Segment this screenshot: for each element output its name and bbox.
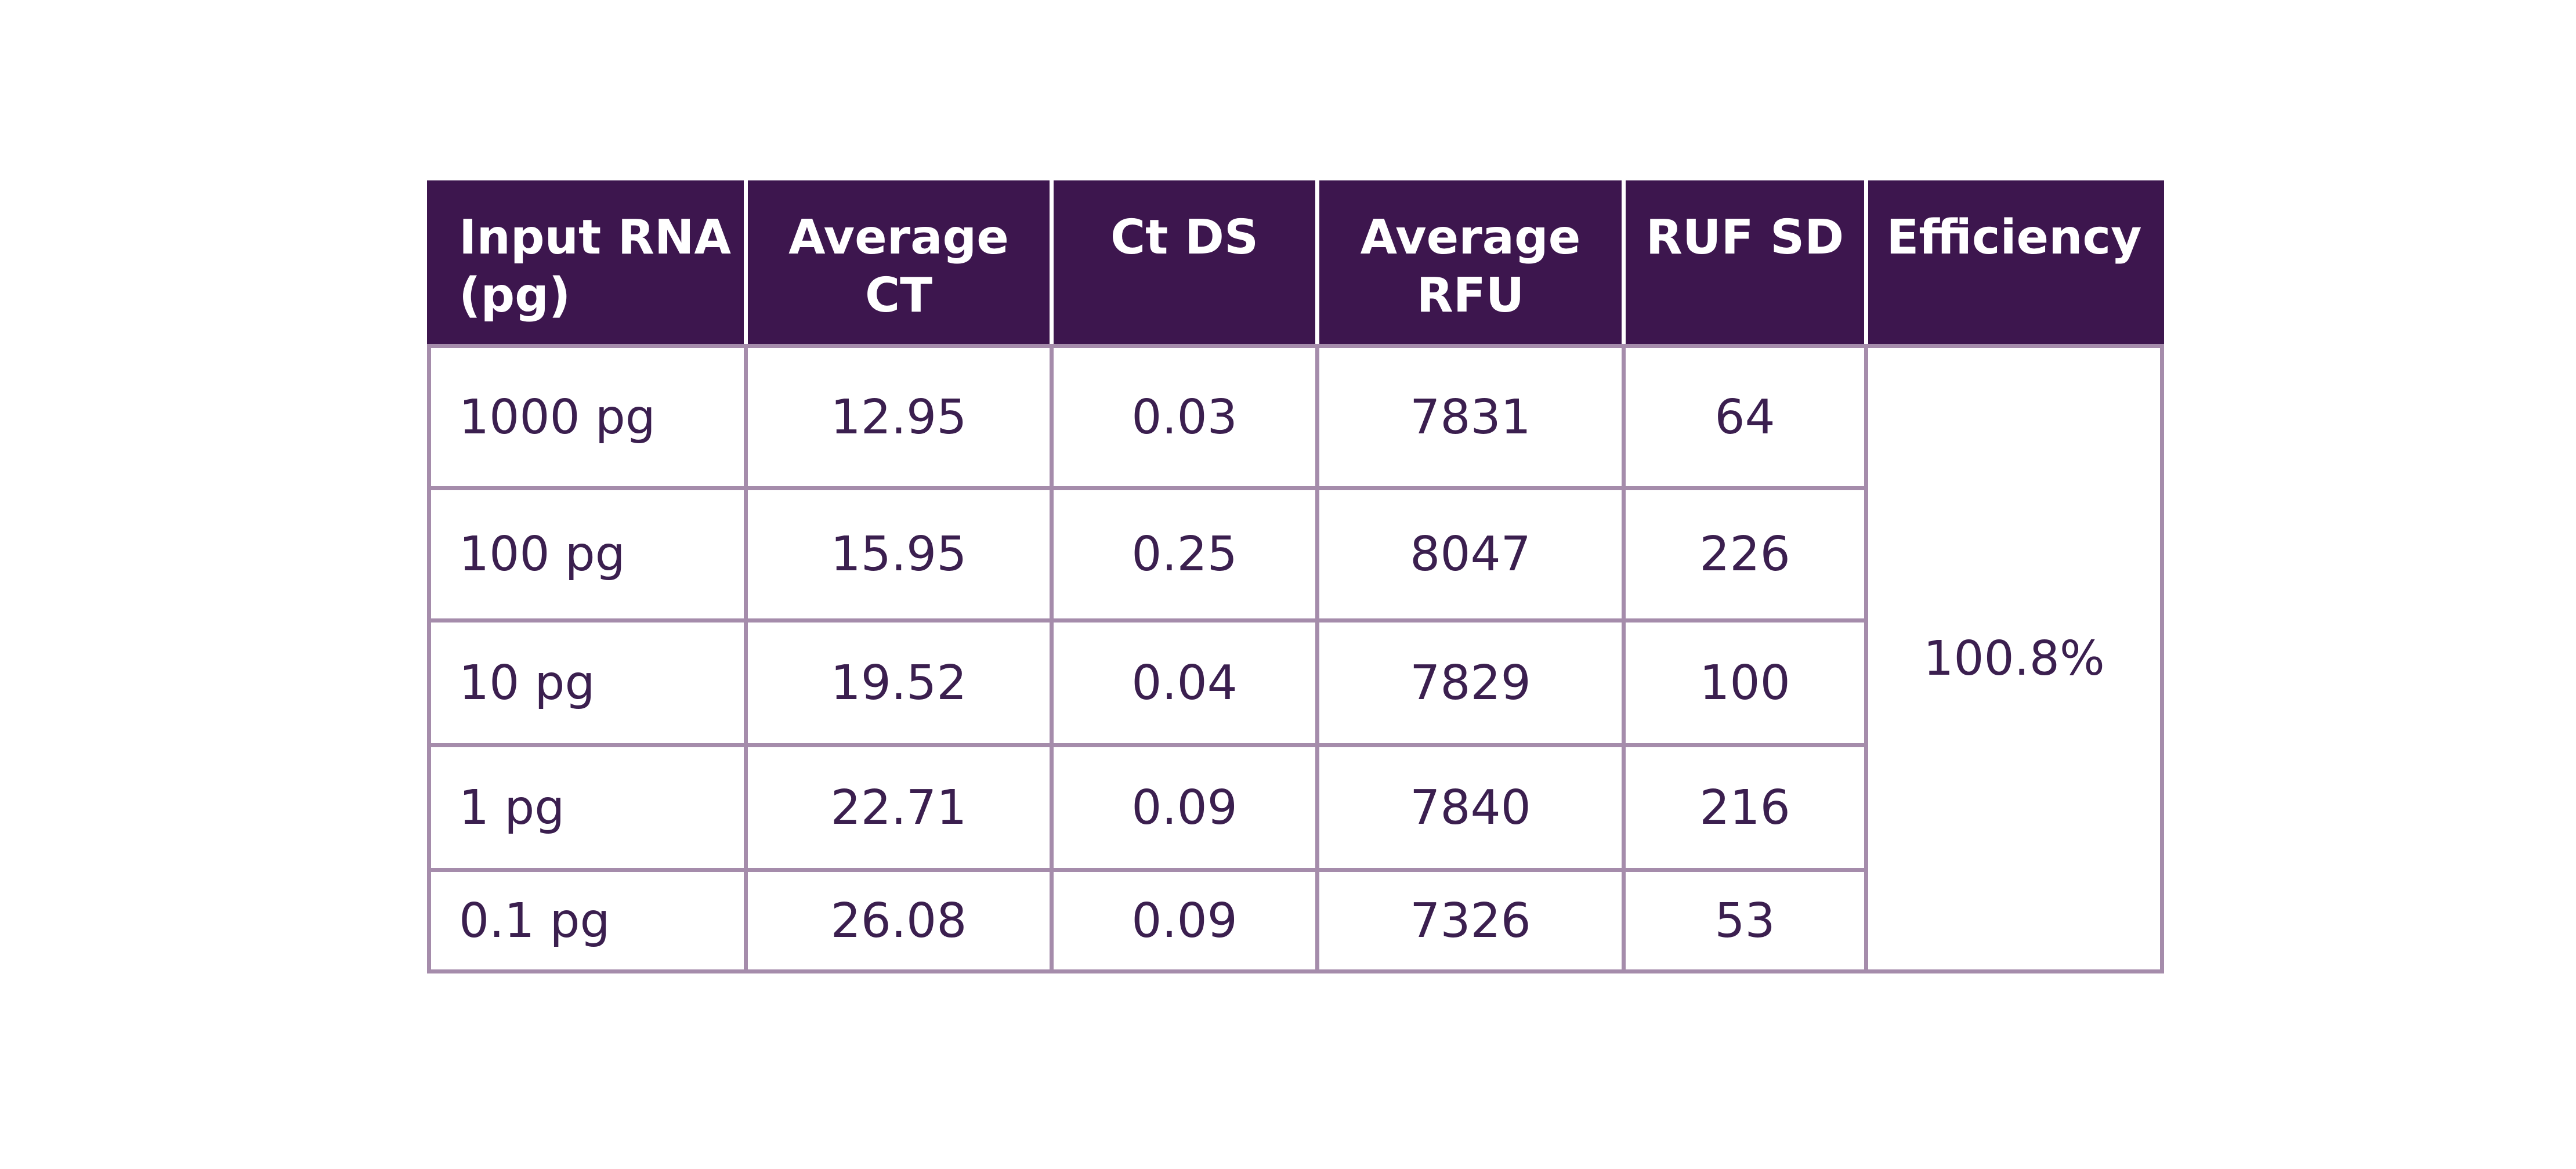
header-efficiency-label: Efficiency	[1886, 210, 2142, 265]
table-row: 10 pg 19.52 0.04 7829 100	[427, 618, 2162, 747]
header-input-rna: Input RNA (pg)	[427, 180, 748, 348]
cell-average-ct: 15.95	[744, 486, 1054, 622]
header-ct-ds: Ct DS	[1050, 180, 1319, 348]
cell-average-rfu: 7829	[1315, 618, 1626, 747]
cell-input: 1 pg	[427, 743, 748, 872]
header-ct-ds-label: Ct DS	[1110, 210, 1259, 265]
cell-rfu-sd: 53	[1622, 868, 1868, 973]
cell-ct-ds: 0.03	[1050, 344, 1319, 490]
table-header-row: Input RNA (pg) Average CT Ct DS Average …	[427, 180, 2164, 348]
header-average-rfu-line2: RFU	[1416, 268, 1525, 323]
header-ruf-sd: RUF SD	[1622, 180, 1868, 348]
header-average-rfu: Average RFU	[1315, 180, 1626, 348]
table-row: 0.1 pg 26.08 0.09 7326 53	[427, 868, 2162, 973]
cell-efficiency: 100.8%	[1864, 344, 2164, 973]
cell-average-ct: 26.08	[744, 868, 1054, 973]
header-input-rna-line2: (pg)	[459, 268, 571, 323]
header-average-rfu-line1: Average	[1360, 210, 1581, 265]
cell-ct-ds: 0.04	[1050, 618, 1319, 747]
cell-input: 100 pg	[427, 486, 748, 622]
cell-rfu-sd: 226	[1622, 486, 1868, 622]
cell-average-rfu: 8047	[1315, 486, 1626, 622]
header-ruf-sd-label: RUF SD	[1645, 210, 1844, 265]
cell-ct-ds: 0.09	[1050, 743, 1319, 872]
cell-average-ct: 19.52	[744, 618, 1054, 747]
cell-average-ct: 12.95	[744, 344, 1054, 490]
table-row: 100 pg 15.95 0.25 8047 226	[427, 486, 2162, 622]
table-row: 1000 pg 12.95 0.03 7831 64 100.8%	[427, 344, 2164, 973]
header-efficiency: Efficiency	[1864, 180, 2164, 348]
header-average-ct-line1: Average	[788, 210, 1009, 265]
cell-average-rfu: 7326	[1315, 868, 1626, 973]
header-average-ct: Average CT	[744, 180, 1054, 348]
cell-input: 0.1 pg	[427, 868, 748, 973]
cell-ct-ds: 0.09	[1050, 868, 1319, 973]
header-input-rna-line1: Input RNA	[459, 210, 731, 265]
cell-input: 10 pg	[427, 618, 748, 747]
cell-average-rfu: 7831	[1315, 344, 1626, 490]
cell-rfu-sd: 216	[1622, 743, 1868, 872]
header-average-ct-line2: CT	[864, 268, 933, 323]
cell-average-ct: 22.71	[744, 743, 1054, 872]
table-row: 1 pg 22.71 0.09 7840 216	[427, 743, 2162, 872]
qpcr-results-table: Input RNA (pg) Average CT Ct DS Average …	[427, 180, 2164, 973]
cell-rfu-sd: 100	[1622, 618, 1868, 747]
cell-ct-ds: 0.25	[1050, 486, 1319, 622]
cell-average-rfu: 7840	[1315, 743, 1626, 872]
cell-input: 1000 pg	[427, 344, 748, 490]
cell-rfu-sd: 64	[1622, 344, 1868, 490]
